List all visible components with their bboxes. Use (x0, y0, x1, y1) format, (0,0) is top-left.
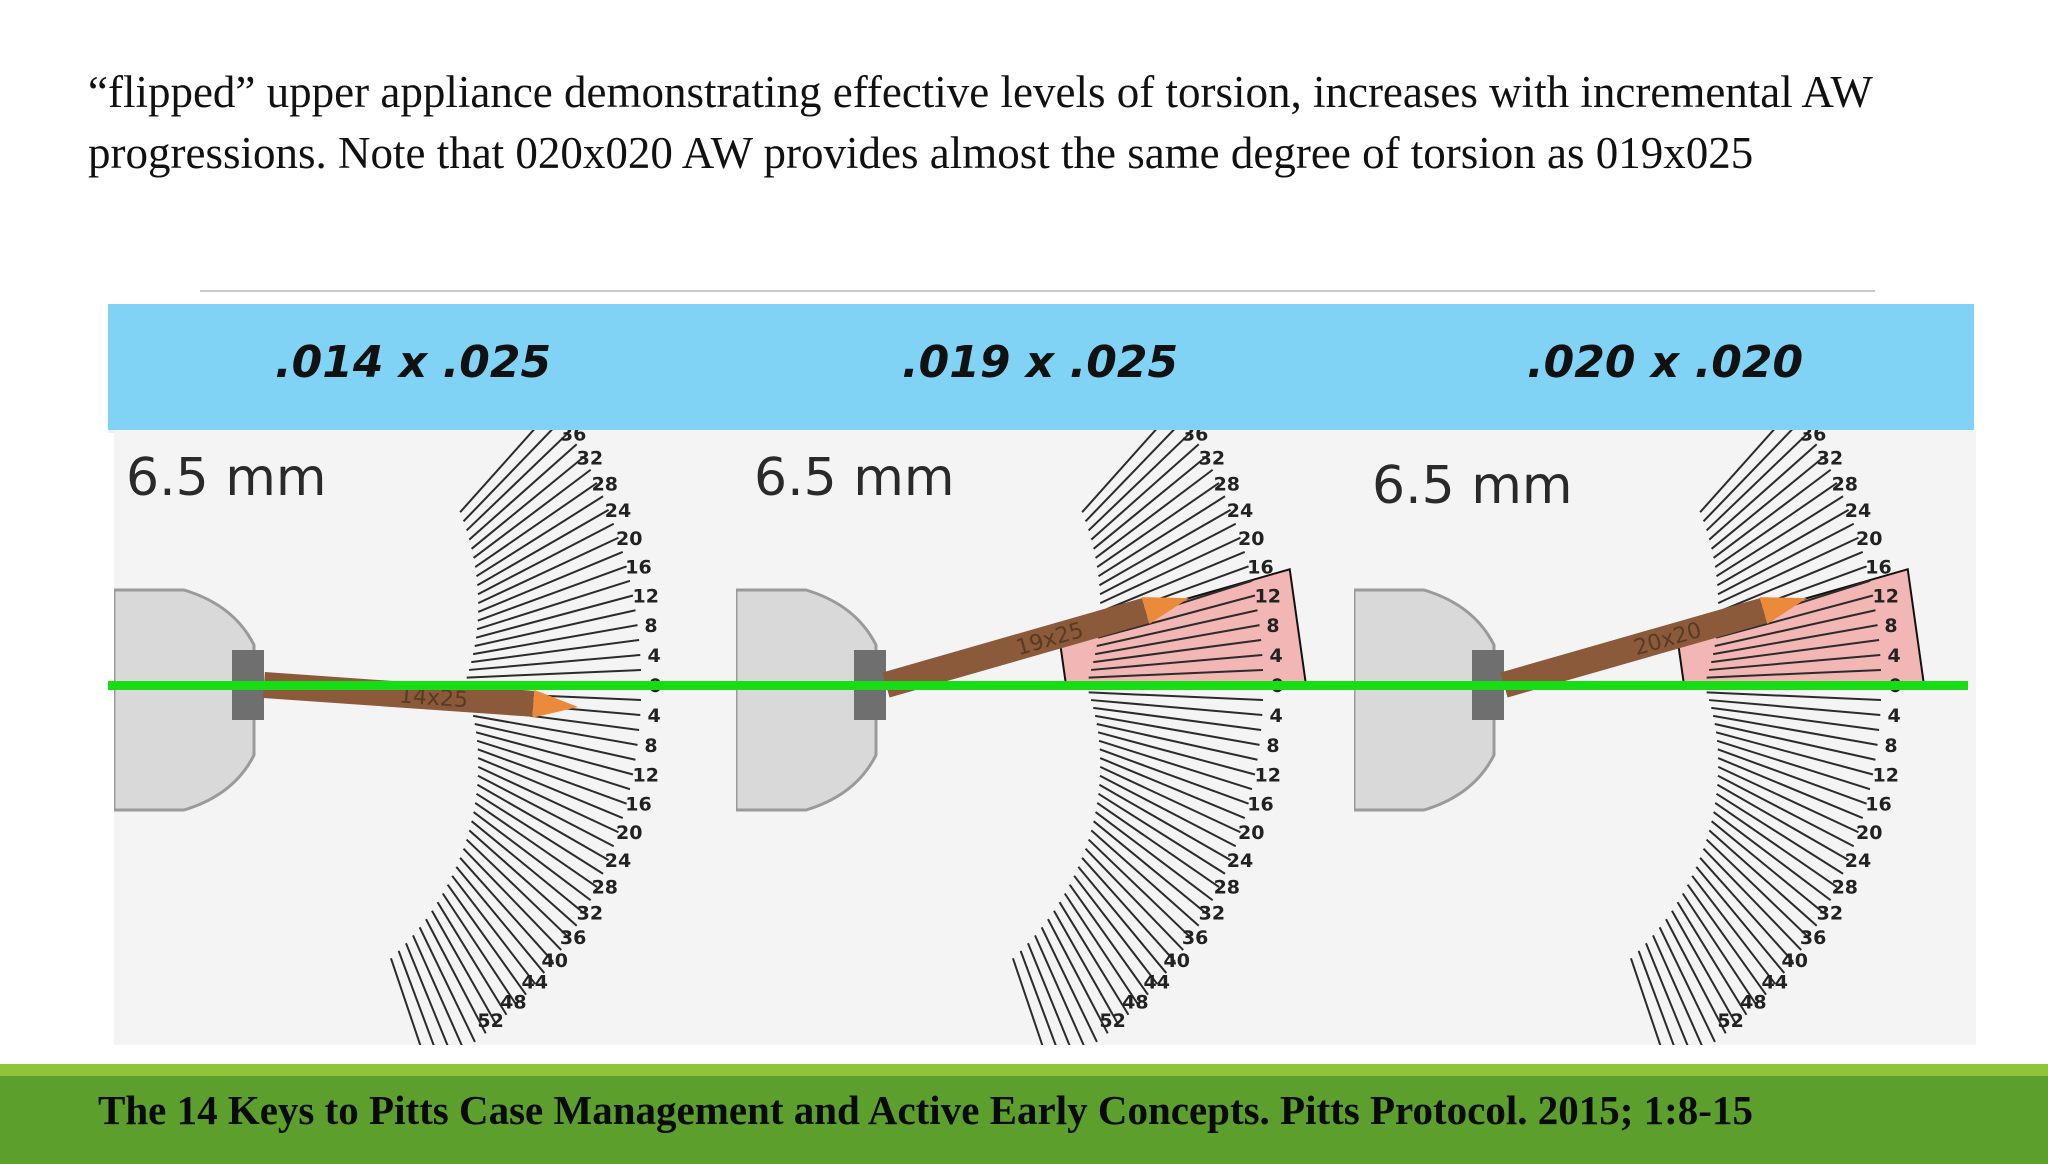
scale-label: 24 (605, 850, 631, 872)
scale-label: 36 (560, 927, 586, 949)
archwire-tip (1759, 597, 1807, 625)
scale-label: 28 (1214, 473, 1240, 495)
gauge-svg: 3632282420161284048121620242832364044485… (114, 430, 662, 1045)
scale-label: 28 (592, 877, 618, 899)
scale-label: 32 (1817, 902, 1843, 924)
scale-label: 28 (1832, 877, 1858, 899)
bracket (1354, 588, 1496, 812)
bracket (736, 588, 878, 812)
torsion-panel-014x025: 3632282420161284048121620242832364044485… (114, 430, 736, 1045)
scale-label: 20 (1238, 528, 1264, 550)
scale-label: 28 (592, 473, 618, 495)
scale-label: 4 (1270, 645, 1283, 667)
scale-label: 4 (1270, 705, 1283, 727)
scale-label: 28 (1214, 877, 1240, 899)
scale-label: 24 (1227, 500, 1253, 522)
scale-label: 24 (1845, 850, 1871, 872)
footer-bar (0, 1064, 2048, 1164)
scale-labels: 3632282420161284048121620242832364044485… (477, 430, 661, 1032)
slide-caption: “flipped” upper appliance demonstrating … (88, 67, 1873, 178)
scale-label: 20 (616, 528, 642, 550)
scale-label: 40 (541, 950, 567, 972)
scale-label: 12 (1255, 765, 1281, 787)
scale-label: 12 (1873, 585, 1899, 607)
scale-label: 28 (1832, 473, 1858, 495)
scale-label: 44 (1762, 971, 1788, 993)
scale-label: 8 (644, 735, 657, 757)
scale-label: 16 (1865, 556, 1891, 578)
size-label-panel-3: 6.5 mm (1372, 456, 1573, 516)
scale-label: 32 (577, 448, 603, 470)
scale-label: 20 (616, 822, 642, 844)
scale-label: 52 (1717, 1010, 1743, 1032)
scale-label: 52 (1099, 1010, 1125, 1032)
scale-label: 32 (1199, 902, 1225, 924)
citation-text: The 14 Keys to Pitts Case Management and… (98, 1087, 1753, 1133)
scale-ticks (1012, 430, 1264, 1045)
scale-label: 16 (1247, 556, 1273, 578)
scale-label: 8 (1266, 735, 1279, 757)
scale-label: 4 (1888, 705, 1901, 727)
scale-label: 32 (1199, 448, 1225, 470)
scale-label: 12 (1255, 585, 1281, 607)
scale-label: 20 (1238, 822, 1264, 844)
scale-label: 16 (1865, 794, 1891, 816)
scale-label: 16 (625, 556, 651, 578)
title-divider (200, 290, 1875, 292)
scale-ticks (390, 430, 642, 1045)
scale-label: 24 (1845, 500, 1871, 522)
scale-label: 36 (1182, 927, 1208, 949)
scale-labels: 3632282420161284048121620242832364044485… (1717, 430, 1901, 1032)
scale-label: 8 (644, 615, 657, 637)
scale-label: 36 (1800, 927, 1826, 949)
scale-label: 12 (633, 765, 659, 787)
archwire-tip (532, 689, 579, 718)
scale-label: 24 (605, 500, 631, 522)
scale-label: 12 (1873, 765, 1899, 787)
scale-label: 40 (1163, 950, 1189, 972)
size-label-panel-1: 6.5 mm (126, 448, 327, 508)
scale-label: 16 (625, 794, 651, 816)
wire-label-020x020: .020 x .020 (1526, 337, 1804, 388)
scale-label: 44 (1144, 971, 1170, 993)
scale-label: 36 (1182, 430, 1208, 445)
scale-labels: 3632282420161284048121620242832364044485… (1099, 430, 1283, 1032)
scale-label: 32 (1817, 448, 1843, 470)
scale-label: 52 (477, 1010, 503, 1032)
zero-reference-line (108, 681, 1968, 690)
scale-label: 32 (577, 902, 603, 924)
scale-label: 36 (560, 430, 586, 445)
wire-label-019x025: .019 x .025 (901, 337, 1179, 388)
scale-ticks (1630, 430, 1882, 1045)
archwire (882, 598, 1150, 698)
wire-label-014x025: .014 x .025 (274, 337, 552, 388)
scale-label: 4 (1888, 645, 1901, 667)
scale-label: 48 (1122, 991, 1148, 1013)
bracket (114, 588, 256, 812)
scale-label: 48 (500, 991, 526, 1013)
scale-label: 36 (1800, 430, 1826, 445)
scale-label: 12 (633, 585, 659, 607)
scale-label: 8 (1266, 615, 1279, 637)
scale-label: 44 (522, 971, 548, 993)
scale-label: 48 (1740, 991, 1766, 1013)
gauge-svg: 3632282420161284048121620242832364044485… (1354, 430, 1926, 1045)
scale-label: 8 (1884, 735, 1897, 757)
scale-label: 20 (1856, 528, 1882, 550)
scale-label: 16 (1247, 794, 1273, 816)
scale-label: 4 (648, 645, 661, 667)
size-label-panel-2: 6.5 mm (754, 448, 955, 508)
scale-label: 40 (1781, 950, 1807, 972)
scale-label: 24 (1227, 850, 1253, 872)
archwire (1500, 598, 1768, 698)
torsion-panel-019x025: 3632282420161284048121620242832364044485… (736, 430, 1358, 1045)
scale-label: 8 (1884, 615, 1897, 637)
scale-label: 20 (1856, 822, 1882, 844)
torsion-panel-020x020: 3632282420161284048121620242832364044485… (1354, 430, 1976, 1045)
scale-label: 4 (648, 705, 661, 727)
gauge-svg: 3632282420161284048121620242832364044485… (736, 430, 1308, 1045)
archwire-tip (1141, 597, 1189, 625)
